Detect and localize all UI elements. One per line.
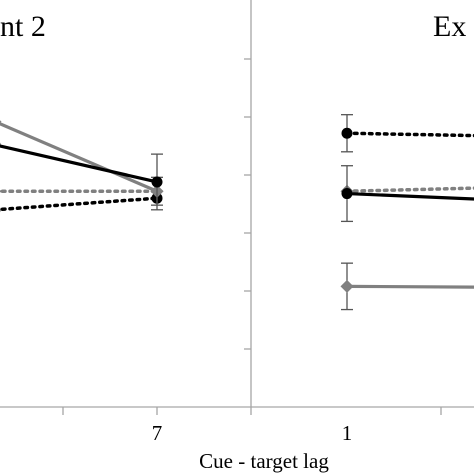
series-line-p1-s1: [345, 186, 474, 193]
series-line-p0-s0: [0, 196, 159, 212]
series-line-p1-s2: [346, 191, 474, 201]
marker-circle-p1-s2-0: [341, 188, 353, 200]
marker-diamond-p0-s1-0: [0, 189, 2, 193]
marker-circle-p0-s3-0: [0, 142, 1, 148]
x-tick-label-left: 7: [152, 421, 163, 445]
marker-circle-p0-s3-1: [151, 176, 163, 188]
x-tick-label-right: 1: [342, 421, 353, 445]
marker-circle-p1-s0-0: [341, 127, 353, 139]
series-line-p1-s0: [345, 131, 474, 138]
marker-diamond-p1-s3-0: [340, 279, 354, 293]
series-line-p1-s3: [346, 284, 474, 289]
series-line-p0-s3: [0, 144, 158, 184]
x-axis-label: Cue - target lag: [199, 449, 329, 473]
panel-left-title: nt 2: [0, 10, 46, 43]
marker-circle-p0-s0-0: [0, 207, 1, 213]
series-layer: [0, 114, 474, 311]
series-line-p0-s2: [0, 122, 158, 193]
axes-layer: [0, 0, 474, 415]
marker-diamond-p0-s2-0: [0, 120, 2, 124]
panel-right-title: Ex: [433, 10, 466, 43]
